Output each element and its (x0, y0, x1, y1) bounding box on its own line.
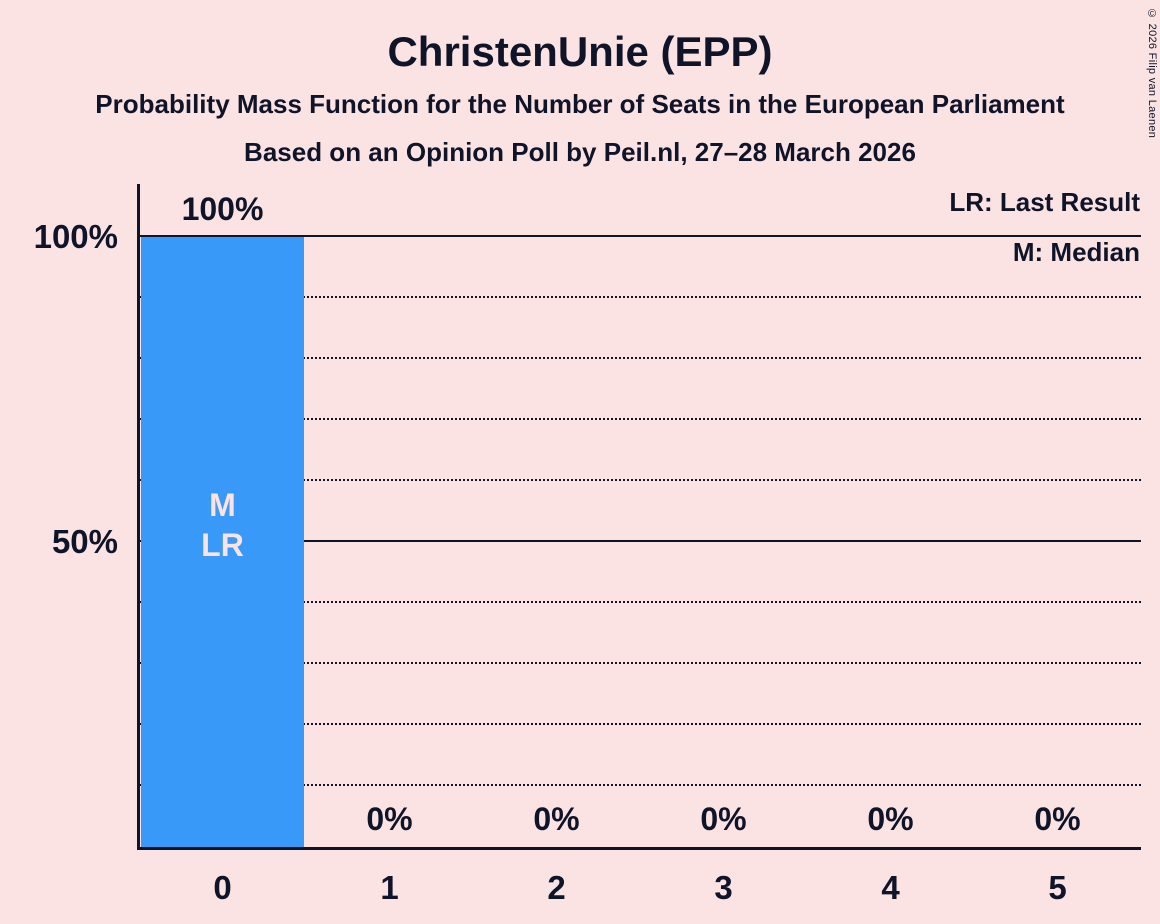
annotation-line-lr: LR (201, 527, 244, 563)
x-tick-1: 1 (380, 869, 399, 906)
gridline-100pct (139, 235, 1141, 237)
bar-value-label-0: 100% (181, 191, 264, 227)
gridline-90pct (139, 296, 1141, 298)
x-tick-3: 3 (714, 869, 733, 906)
bar-value-label-5: 0% (1034, 801, 1081, 837)
chart-source-subtitle: Based on an Opinion Poll by Peil.nl, 27–… (244, 137, 916, 167)
gridline-30pct (139, 662, 1141, 664)
x-tick-4: 4 (881, 869, 900, 906)
bar-value-label-4: 0% (867, 801, 914, 837)
gridline-50pct (139, 540, 1141, 542)
chart-title: ChristenUnie (EPP) (387, 28, 773, 75)
gridline-80pct (139, 357, 1141, 359)
plot-area: 100% 0% 0% 0% 0% 0% M LR (139, 191, 1141, 847)
gridline-20pct (139, 723, 1141, 725)
gridline-60pct (139, 479, 1141, 481)
x-tick-0: 0 (213, 869, 232, 906)
bar-value-label-1: 0% (366, 801, 413, 837)
y-axis-line (137, 184, 140, 850)
median-last-result-annotation: M LR (139, 485, 306, 565)
bar-value-label-3: 0% (700, 801, 747, 837)
bar-value-label-2: 0% (533, 801, 580, 837)
x-tick-5: 5 (1048, 869, 1067, 906)
gridline-10pct (139, 784, 1141, 786)
copyright-text: © 2026 Filip van Laenen (1146, 8, 1158, 139)
gridline-70pct (139, 418, 1141, 420)
annotation-line-m: M (209, 487, 236, 523)
chart-subtitle: Probability Mass Function for the Number… (95, 89, 1065, 119)
bar-seats-0 (141, 237, 304, 847)
x-axis-line (137, 847, 1141, 850)
y-tick-100pct: 100% (33, 218, 118, 255)
gridline-40pct (139, 601, 1141, 603)
legend-last-result: LR: Last Result (949, 187, 1140, 217)
x-tick-2: 2 (547, 869, 566, 906)
legend-median: M: Median (1012, 237, 1140, 267)
y-tick-50pct: 50% (51, 523, 118, 560)
